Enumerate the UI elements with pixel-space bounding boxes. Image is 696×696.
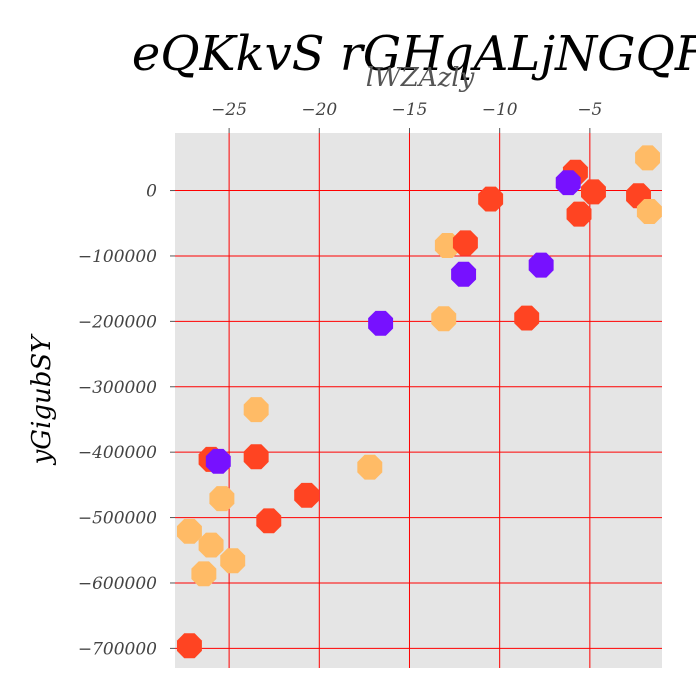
- scatter-point: [294, 482, 320, 508]
- x-axis-label: lWZAzly: [366, 63, 475, 93]
- y-tick-label: −500000: [78, 509, 157, 529]
- y-axis-label: yGigubSY: [27, 333, 57, 466]
- grid-lines: [175, 133, 662, 668]
- x-tick-label: −15: [392, 100, 428, 120]
- scatter-point: [243, 444, 269, 470]
- y-tick-label: 0: [146, 182, 157, 202]
- scatter-point: [205, 448, 231, 474]
- scatter-point: [220, 548, 246, 574]
- data-points: [176, 145, 662, 659]
- scatter-point: [176, 633, 202, 659]
- y-tick-label: −100000: [78, 247, 157, 267]
- scatter-point: [580, 179, 606, 205]
- y-tick-label: −200000: [78, 312, 157, 332]
- y-tick-label: −400000: [78, 443, 157, 463]
- scatter-point: [478, 186, 504, 212]
- x-tick-label: −10: [482, 100, 518, 120]
- scatter-point: [566, 201, 592, 227]
- scatter-point: [191, 561, 217, 587]
- scatter-point: [368, 310, 394, 336]
- x-axis-ticks: −25 −20 −15 −10 −5: [211, 100, 602, 133]
- y-tick-label: −600000: [78, 574, 157, 594]
- scatter-point: [431, 306, 457, 332]
- scatter-point: [243, 397, 269, 423]
- scatter-point: [256, 508, 282, 534]
- scatter-point: [635, 145, 661, 171]
- y-tick-label: −700000: [78, 639, 157, 659]
- x-tick-label: −25: [211, 100, 247, 120]
- scatter-point: [528, 252, 554, 278]
- x-tick-label: −20: [301, 100, 337, 120]
- scatter-point: [451, 261, 477, 287]
- x-tick-label: −5: [577, 100, 602, 120]
- scatter-point: [452, 230, 478, 256]
- y-tick-label: −300000: [78, 378, 157, 398]
- chart-title: eQKkvS rGHqALjNGQF: [132, 26, 696, 82]
- scatter-point: [176, 518, 202, 544]
- scatter-point: [209, 486, 235, 512]
- scatter-point: [514, 305, 540, 331]
- scatter-point: [357, 454, 383, 480]
- y-axis-ticks: 0 −100000 −200000 −300000 −400000 −500000 −600…: [78, 182, 175, 659]
- scatter-point: [555, 170, 581, 196]
- scatter-point: [636, 199, 662, 224]
- scatter-point: [198, 532, 224, 558]
